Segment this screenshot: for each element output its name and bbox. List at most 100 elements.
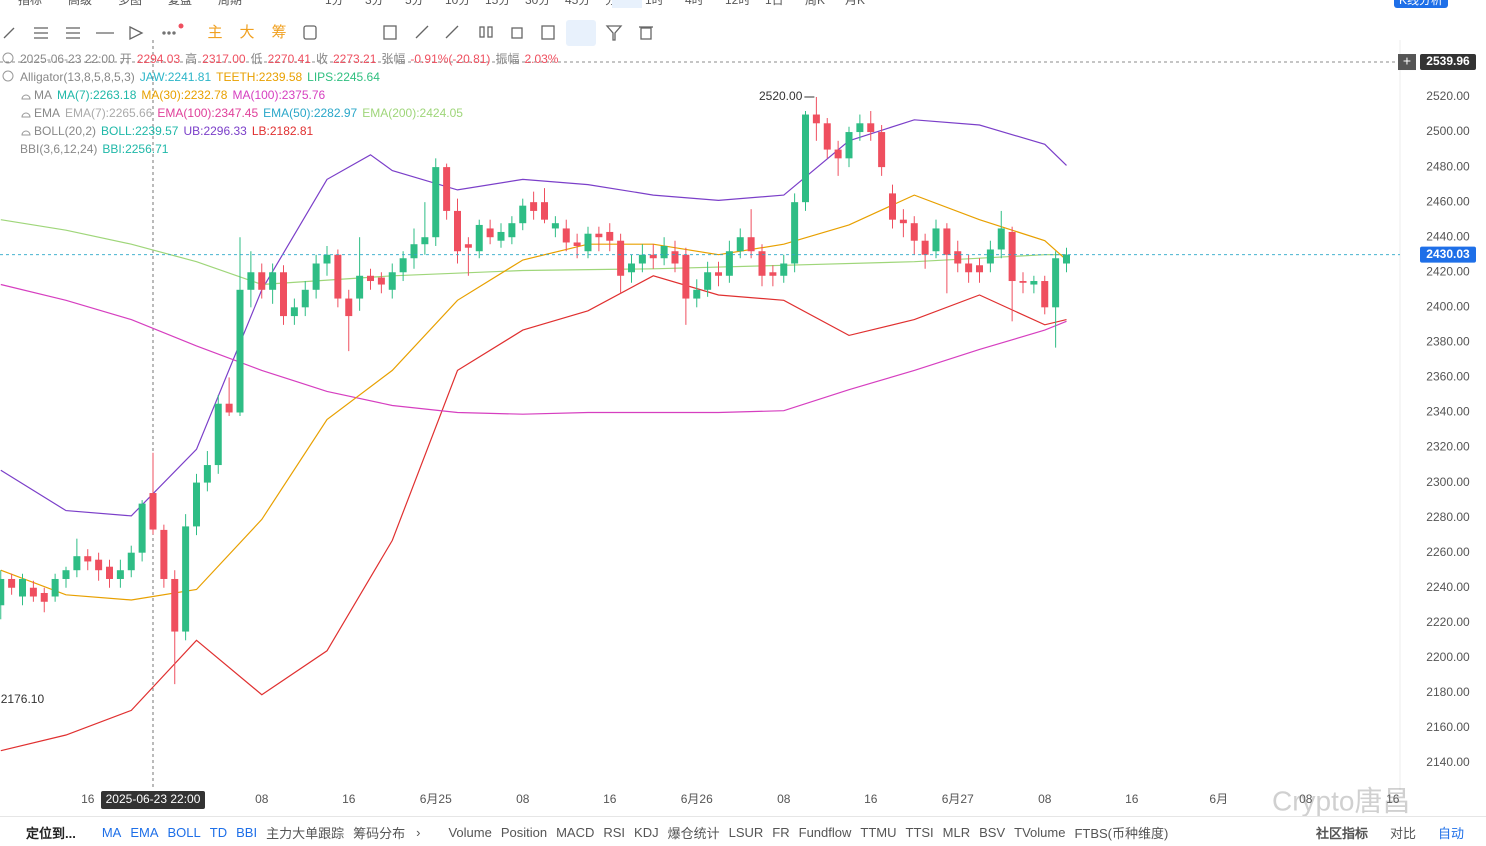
top-tab[interactable]: 月K <box>845 0 865 7</box>
sub-indicator[interactable]: Fundflow <box>798 824 852 840</box>
active-tab[interactable] <box>612 0 642 8</box>
sub-indicator[interactable]: 爆仓统计 <box>667 825 720 841</box>
candle-body <box>236 289 244 413</box>
top-tab[interactable]: 12时 <box>725 0 750 7</box>
right-option[interactable]: 对比 <box>1389 825 1416 841</box>
candle-body <box>530 202 538 211</box>
sub-indicator[interactable]: MACD <box>556 824 595 840</box>
candle-body <box>986 249 994 264</box>
legend-item: 开 <box>119 52 132 66</box>
tool-label[interactable]: 筹 <box>271 24 286 41</box>
top-tab[interactable]: 周K <box>805 0 825 7</box>
main-indicator[interactable]: EMA <box>130 824 159 840</box>
y-tick-label: 2220.00 <box>1426 615 1470 629</box>
legend-item: 低 <box>250 52 263 66</box>
legend-item[interactable]: MA <box>34 88 52 102</box>
candle-body <box>541 202 548 220</box>
right-option[interactable]: 社区指标 <box>1315 825 1368 841</box>
top-tab[interactable]: 15分 <box>485 0 510 7</box>
analysis-button[interactable] <box>1394 0 1448 8</box>
sub-indicator[interactable]: FR <box>772 824 790 840</box>
candle-body <box>802 114 809 203</box>
tool-label[interactable]: 大 <box>239 24 254 41</box>
main-indicator[interactable]: TD <box>209 824 228 840</box>
sub-indicator[interactable]: TTSI <box>905 824 934 840</box>
candle-body <box>290 307 298 317</box>
x-tick-label: 08 <box>516 792 530 806</box>
y-tick-label: 2240.00 <box>1426 580 1470 594</box>
candle-body <box>1019 281 1027 283</box>
active-tool[interactable] <box>566 20 596 46</box>
candle-body <box>715 272 722 276</box>
legend-item: BOLL:2239.57 <box>101 124 179 138</box>
candle-body <box>660 245 668 259</box>
top-tab[interactable]: 1日 <box>765 0 784 7</box>
candle-body <box>334 254 342 299</box>
legend-item[interactable]: EMA <box>34 106 61 120</box>
candle-body <box>976 265 983 273</box>
main-indicator[interactable]: MA <box>101 824 122 840</box>
candle-body <box>432 167 440 238</box>
plus-icon[interactable]: + <box>1403 53 1411 69</box>
main-indicator[interactable]: 主力大单跟踪 <box>266 825 345 841</box>
sub-indicator[interactable]: KDJ <box>634 824 659 840</box>
candle-body <box>1041 281 1049 308</box>
legend-item: 振幅 <box>495 52 520 66</box>
top-tab[interactable]: 高级 <box>68 0 92 7</box>
legend-item: LB:2182.81 <box>251 124 314 138</box>
candle-body <box>377 277 385 285</box>
top-tab[interactable]: K线分析 <box>1399 0 1443 7</box>
legend-row: 2025-06-23 22:00 开 2294.03 高 2317.00 低 2270.41… <box>20 50 563 68</box>
locate-button[interactable]: 定位到... <box>26 825 76 841</box>
legend-icons <box>2 52 31 136</box>
top-tab[interactable]: 1分 <box>325 0 344 7</box>
sub-indicator[interactable]: Volume <box>448 824 492 840</box>
candle-body <box>0 578 5 606</box>
legend-item: Alligator(13,8,5,8,5,3) <box>20 70 135 84</box>
legend-item: MA(100):2375.76 <box>232 88 326 102</box>
add-alert[interactable] <box>1398 54 1416 71</box>
candle-body <box>247 272 255 290</box>
main-indicator[interactable]: 筹码分布 <box>353 825 406 841</box>
top-tab[interactable]: 4时 <box>685 0 704 7</box>
tool-label[interactable]: 主 <box>207 24 222 41</box>
legend-item: 收 <box>315 52 328 66</box>
top-tab[interactable]: 多图 <box>118 0 142 7</box>
candle-body <box>921 240 929 255</box>
y-tick-label: 2160.00 <box>1426 720 1470 734</box>
sub-indicator[interactable]: Position <box>500 824 548 840</box>
candle-body <box>562 228 570 243</box>
candle-body <box>606 231 614 241</box>
sub-indicator[interactable]: BSV <box>979 824 1006 840</box>
candle-body <box>954 251 962 264</box>
top-tab[interactable]: 指标 <box>18 0 42 7</box>
top-tab[interactable]: 3分 <box>365 0 384 7</box>
candle-body <box>410 244 418 259</box>
top-tab[interactable]: 5分 <box>405 0 424 7</box>
sub-indicator[interactable]: FTBS(币种维度) <box>1074 825 1169 841</box>
candle-body <box>421 237 429 245</box>
main-indicator[interactable]: BOLL <box>167 824 201 840</box>
sub-indicator[interactable]: TTMU <box>860 824 897 840</box>
top-tab[interactable]: 1时 <box>645 0 664 7</box>
top-tab[interactable]: 复盘 <box>168 0 192 7</box>
indicator-line <box>0 219 1067 286</box>
y-tick-label: 2360.00 <box>1426 370 1470 384</box>
top-tab[interactable]: 30分 <box>525 0 550 7</box>
sub-indicator[interactable]: LSUR <box>728 824 764 840</box>
legend-item[interactable]: BBI(3,6,12,24) <box>20 142 98 156</box>
top-tab[interactable]: 10分 <box>445 0 470 7</box>
legend-item: 2270.41 <box>267 52 311 66</box>
legend-item[interactable]: BOLL(20,2) <box>34 124 97 138</box>
x-tick-label: 16 <box>81 792 95 806</box>
top-tab[interactable]: 周期 <box>218 0 242 7</box>
sub-indicator[interactable]: RSI <box>603 824 626 840</box>
candle-body <box>116 570 124 579</box>
legend-item: MA(30):2232.78 <box>141 88 228 102</box>
sub-indicator[interactable]: TVolume <box>1014 824 1066 840</box>
top-tab[interactable]: 45分 <box>565 0 590 7</box>
price-box <box>1420 54 1476 71</box>
sub-indicator[interactable]: MLR <box>942 824 971 840</box>
main-indicator[interactable]: BBI <box>236 824 258 840</box>
right-option[interactable]: 自动 <box>1437 825 1464 841</box>
